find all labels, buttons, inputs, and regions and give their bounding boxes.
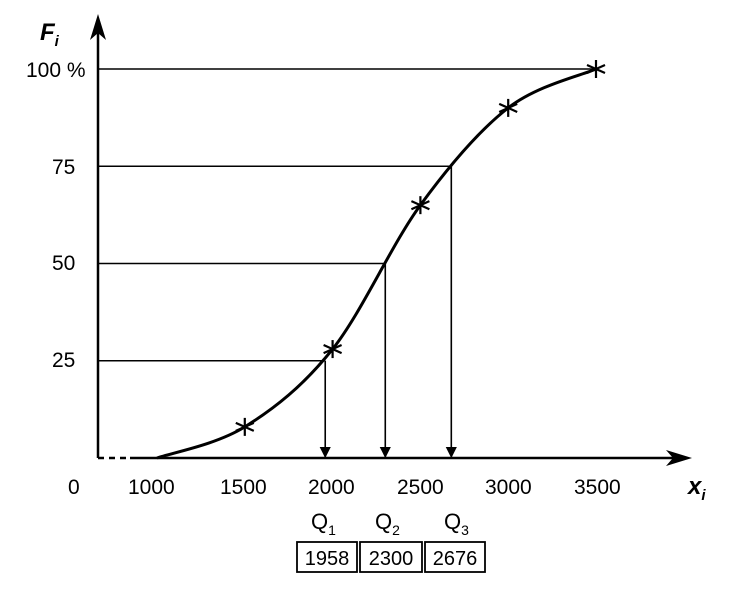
x-tick-label: 1000 [128,476,175,499]
data-point-marker [586,60,606,78]
y-axis-arrow-icon [90,14,106,40]
x-tick-label: 1500 [220,476,267,499]
y-tick-label: 100 % [26,59,86,82]
data-point-marker [410,196,430,215]
x-tick-label: 2000 [308,476,355,499]
q2-value: 2300 [369,548,414,570]
origin-label: 0 [68,476,80,499]
data-point-marker [235,417,255,436]
q3-label: Q3 [444,509,469,538]
q1-value-box [296,541,358,573]
quartile-guides [98,165,457,459]
x-tick-label: 2500 [397,476,444,499]
q2-label: Q2 [375,509,400,538]
y-axis-label: Fi [40,19,60,50]
x-axis-arrow-icon [666,450,692,466]
x-tick-label: 3000 [485,476,532,499]
x-tick-label: 3500 [574,476,621,499]
x-axis-label: xi [686,473,706,504]
q1-value: 1958 [305,548,350,570]
q3-value-box [424,541,486,573]
q3-value: 2676 [433,548,478,570]
y-tick-label: 50 [52,252,75,275]
data-point-marker [498,98,518,117]
q2-value-box [359,541,423,573]
y-tick-label: 25 [52,349,75,372]
q1-label: Q1 [311,509,336,538]
y-tick-label: 75 [52,156,75,179]
data-markers [235,60,606,436]
data-point-marker [323,340,343,359]
